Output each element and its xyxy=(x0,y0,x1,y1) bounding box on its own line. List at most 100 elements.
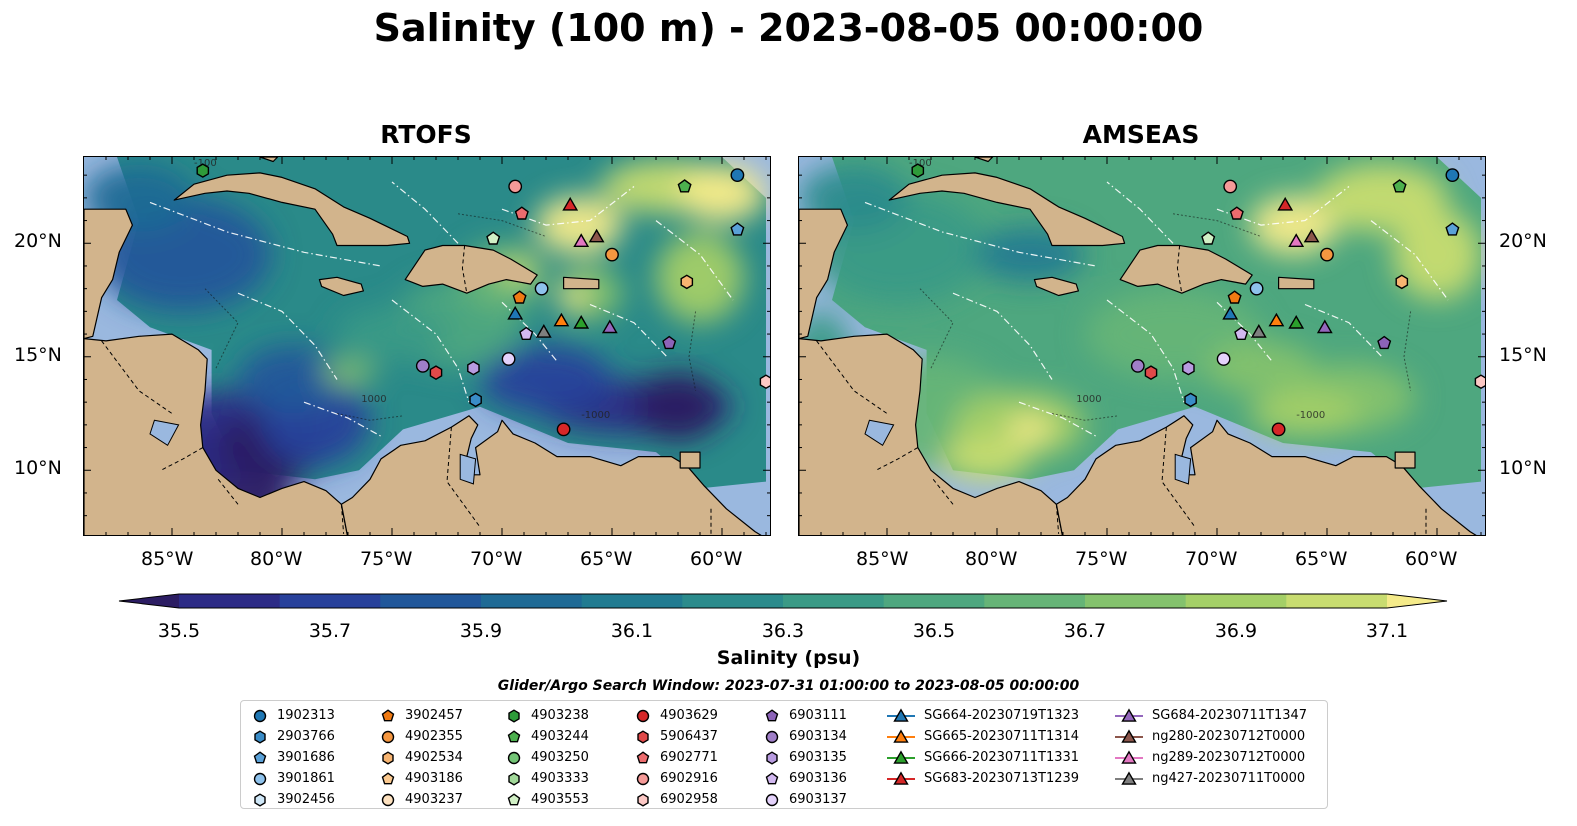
amseas-lake xyxy=(1174,453,1192,485)
legend-marker-hexagon-icon xyxy=(637,792,649,807)
legend-marker-circle-icon xyxy=(507,751,521,764)
legend-label: 2903766 xyxy=(277,729,335,744)
rtofs-country-borders xyxy=(101,245,712,535)
legend-label: 6903135 xyxy=(789,750,847,765)
lon-tick-amseas-80: 80°W xyxy=(965,548,1018,570)
legend-item: 6902916 xyxy=(634,768,718,789)
legend-item: 4903553 xyxy=(505,789,589,810)
legend-label: 3901686 xyxy=(277,750,335,765)
amseas-marker-2903766 xyxy=(1184,392,1197,408)
colorbar-extend-low xyxy=(119,594,179,608)
legend-marker-triangle-icon xyxy=(887,728,915,743)
lon-tick-amseas-70: 70°W xyxy=(1185,548,1238,570)
amseas-marker-6903135 xyxy=(1182,360,1195,376)
rtofs-marker-6903135 xyxy=(467,360,480,376)
rtofs-marker-4903629 xyxy=(556,422,571,437)
legend-column: 6903111 6903134 6903135 6903136 6903137 xyxy=(763,705,847,810)
legend-label: 4903629 xyxy=(660,708,718,723)
amseas-marker-SG664-20230719T1323 xyxy=(1222,305,1239,320)
legend-marker-triangle-icon xyxy=(887,749,915,764)
legend-column: 1902313 2903766 3901686 3901861 3902456 xyxy=(251,705,335,810)
amseas-land xyxy=(799,157,1477,535)
legend-item: 3902457 xyxy=(379,705,463,726)
rtofs-marker-SG666-20230711T1331 xyxy=(573,315,590,329)
amseas-marker-ng280-20230712T0000 xyxy=(1303,228,1320,243)
rtofs-marker-4902355 xyxy=(605,247,619,262)
land-florida-keys xyxy=(974,157,994,163)
amseas-border-line xyxy=(1055,504,1060,534)
legend-marker-pentagon-icon xyxy=(253,750,267,763)
legend-label: SG665-20230711T1314 xyxy=(924,729,1080,744)
legend-label: SG683-20230713T1239 xyxy=(924,771,1080,786)
rtofs-marker-6902958 xyxy=(759,374,770,390)
legend-label: ng289-20230712T0000 xyxy=(1152,750,1306,765)
rtofs-marker-6902916 xyxy=(508,179,523,194)
legend-label: 6902958 xyxy=(660,792,718,807)
rtofs-lake xyxy=(459,453,477,485)
amseas-marker-6903136 xyxy=(1234,326,1249,340)
rtofs-border-line xyxy=(217,478,239,505)
rtofs-marker-6902771 xyxy=(514,206,529,220)
amseas-bathymetry-line xyxy=(1051,413,1119,421)
colorbar-swatch xyxy=(581,594,683,608)
colorbar-swatch xyxy=(481,594,583,608)
amseas-field-eddy xyxy=(1206,340,1316,396)
legend-item: 6903135 xyxy=(763,747,847,768)
legend-label: 3902457 xyxy=(405,708,463,723)
rtofs-marker-4902534 xyxy=(680,274,694,290)
rtofs-marker-ng289-20230712T0000 xyxy=(573,233,590,247)
amseas-border-line xyxy=(932,478,954,505)
legend-marker-pentagon-icon xyxy=(636,750,650,763)
amseas-marker-6902916 xyxy=(1223,179,1238,194)
amseas-contour-label: 1000 xyxy=(1076,394,1101,405)
rtofs-marker-3901861 xyxy=(534,281,549,296)
legend-marker-triangle-icon xyxy=(1115,728,1143,743)
legend-label: 4903553 xyxy=(531,792,589,807)
colorbar-swatch xyxy=(279,594,381,608)
amseas-marker-ng427-20230711T0000 xyxy=(1250,323,1267,338)
amseas-lake xyxy=(864,419,895,447)
legend-label: 6903137 xyxy=(789,792,847,807)
legend-marker-pentagon-icon xyxy=(507,792,521,805)
lon-tick-rtofs-65: 65°W xyxy=(580,548,633,570)
colorbar-swatch xyxy=(783,594,885,608)
amseas-map-panel[interactable]: 1000 -1000 -100 xyxy=(798,156,1486,536)
rtofs-border-line xyxy=(461,245,468,294)
rtofs-field-eddy xyxy=(337,306,447,362)
rtofs-border-line xyxy=(446,427,481,528)
legend-label: 3901861 xyxy=(277,771,335,786)
amseas-marker-4903244 xyxy=(1392,179,1407,193)
rtofs-contour-label: -1000 xyxy=(581,410,610,421)
land-trinidad xyxy=(1394,451,1416,469)
lon-tick-amseas-65: 65°W xyxy=(1295,548,1348,570)
amseas-marker-6903111 xyxy=(1377,335,1392,350)
rtofs-marker-4903244 xyxy=(677,179,692,193)
colorbar-label: Salinity (psu) xyxy=(716,647,861,669)
rtofs-marker-3901686 xyxy=(730,222,745,236)
lat-tick-left-10: 10°N xyxy=(14,457,62,479)
amseas-border-line xyxy=(1161,427,1196,528)
legend-item: 1902313 xyxy=(251,705,335,726)
search-window-caption: Glider/Argo Search Window: 2023-07-31 01… xyxy=(497,678,1080,694)
land-cuba xyxy=(173,172,411,247)
amseas-marker-1902313 xyxy=(1445,168,1460,183)
amseas-marker-SG665-20230711T1314 xyxy=(1268,312,1285,327)
amseas-marker-ng289-20230712T0000 xyxy=(1288,233,1305,247)
legend-column: SG664-20230719T1323 SG665-20230711T1314 SG… xyxy=(886,705,1079,789)
rtofs-marker-4903238 xyxy=(196,163,210,178)
legend-item: 6903111 xyxy=(763,705,847,726)
amseas-field-eddy xyxy=(1008,415,1052,443)
amseas-axis-ticks xyxy=(799,157,1485,535)
legend-marker-triangle-icon xyxy=(887,770,915,785)
legend-marker-pentagon-icon xyxy=(381,708,395,721)
colorbar-tick-35.9: 35.9 xyxy=(459,620,503,642)
rtofs-map-panel[interactable]: 1000 -1000 -100 xyxy=(83,156,771,536)
legend-marker-circle-icon xyxy=(253,709,267,722)
colorbar-tick-36.3: 36.3 xyxy=(761,620,805,642)
rtofs-field-eddy xyxy=(678,163,766,223)
amseas-bathymetry-contours xyxy=(919,213,1412,421)
amseas-marker-6902958 xyxy=(1474,374,1485,390)
colorbar-outline xyxy=(118,593,1448,609)
legend-label: 4902534 xyxy=(405,750,463,765)
amseas-marker-SG683-20230713T1239 xyxy=(1277,196,1294,211)
